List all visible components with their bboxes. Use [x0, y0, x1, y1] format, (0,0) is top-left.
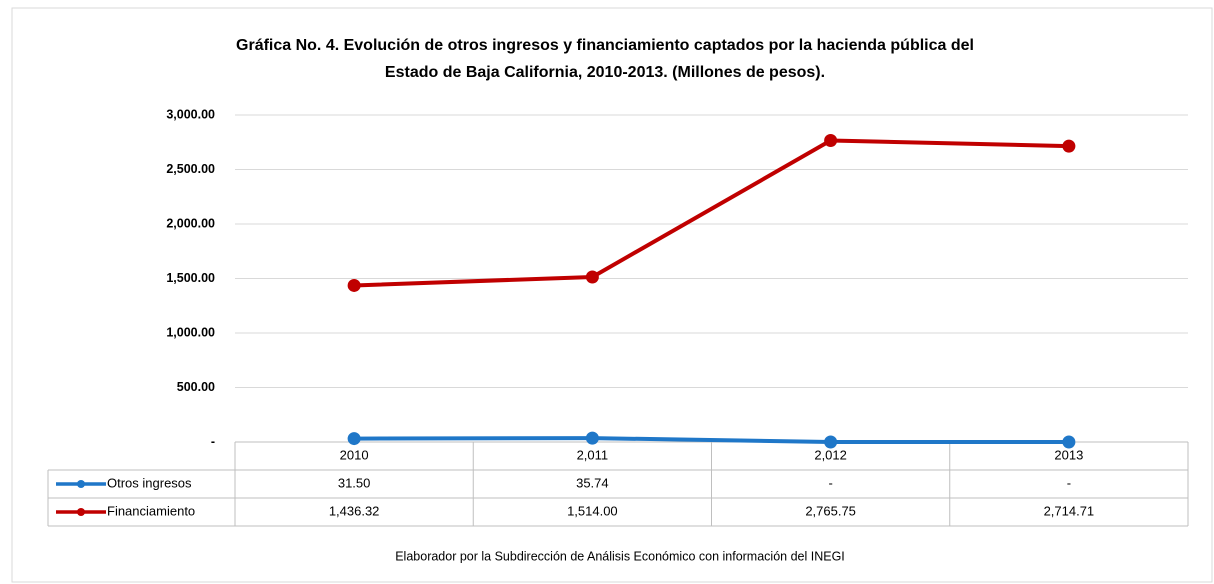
data-point — [824, 134, 838, 148]
y-tick-label: 2,000.00 — [166, 216, 215, 230]
table-value: 31.50 — [338, 475, 371, 490]
chart-title: Gráfica No. 4. Evolución de otros ingres… — [236, 37, 974, 54]
chart-border — [11, 7, 1213, 583]
data-line — [354, 138, 1069, 288]
table-value: - — [1067, 475, 1071, 490]
table-value: 1,514.00 — [567, 503, 618, 518]
y-tick-label: 3,000.00 — [166, 107, 215, 121]
table-value: - — [828, 475, 832, 490]
data-point — [585, 431, 599, 445]
legend-marker — [77, 480, 85, 488]
data-line — [354, 436, 1069, 444]
data-point — [824, 435, 838, 449]
legend-label: Financiamiento — [107, 503, 195, 518]
data-point — [1062, 435, 1076, 449]
legend-label: Otros ingresos — [107, 475, 192, 490]
data-point — [347, 432, 361, 446]
x-tick-label: 2010 — [340, 447, 369, 462]
data-point — [585, 270, 599, 284]
x-tick-label: 2013 — [1054, 447, 1083, 462]
table-value: 2,714.71 — [1044, 503, 1095, 518]
chart-title: Estado de Baja California, 2010-2013. (M… — [385, 64, 825, 81]
table-value: 2,765.75 — [805, 503, 856, 518]
x-tick-label: 2,011 — [577, 447, 609, 462]
y-tick-label: 1,500.00 — [166, 271, 215, 285]
x-tick-label: 2,012 — [814, 447, 847, 462]
source-note: Elaborador por la Subdirección de Anális… — [395, 549, 845, 563]
table-value: 1,436.32 — [329, 503, 380, 518]
y-tick-label: 1,000.00 — [166, 325, 215, 339]
data-point — [347, 278, 361, 292]
data-point — [1062, 139, 1076, 153]
y-tick-label: 2,500.00 — [166, 162, 215, 176]
table-value: 35.74 — [576, 475, 609, 490]
legend-marker — [77, 508, 85, 516]
y-tick-label: 500.00 — [177, 380, 215, 394]
y-tick-label: - — [211, 434, 215, 448]
